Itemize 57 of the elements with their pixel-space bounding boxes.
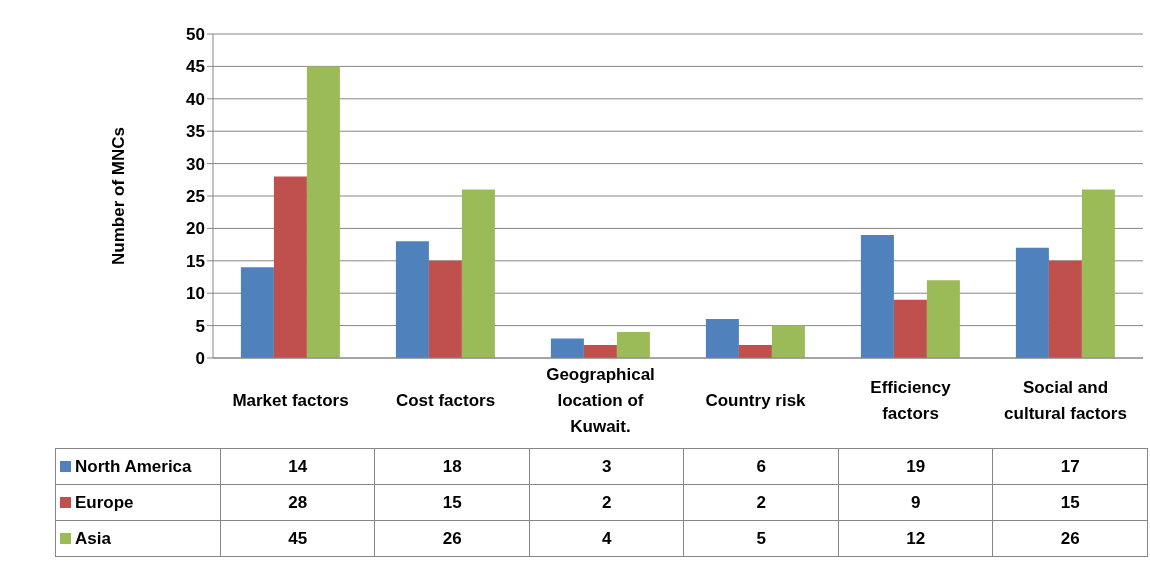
bar xyxy=(550,338,584,358)
bar xyxy=(926,280,960,358)
y-tick-label: 30 xyxy=(186,154,205,174)
bar xyxy=(860,234,894,358)
y-tick-label: 15 xyxy=(186,251,205,271)
legend-label: Asia xyxy=(55,520,221,557)
x-tick-label: Market factors xyxy=(232,391,349,410)
data-label: 26 xyxy=(992,520,1148,557)
x-tick-label: Cost factors xyxy=(395,391,496,410)
bar xyxy=(1015,247,1049,358)
y-tick-label: 5 xyxy=(195,316,205,336)
y-tick-label: 40 xyxy=(186,89,205,109)
bar xyxy=(616,332,650,358)
bar xyxy=(705,319,739,358)
bar xyxy=(893,299,927,358)
bar xyxy=(428,260,462,358)
y-tick-label: 45 xyxy=(186,57,205,77)
data-label: 2 xyxy=(683,484,839,521)
bar xyxy=(1048,260,1082,358)
bar xyxy=(240,267,274,358)
data-label: 26 xyxy=(374,520,530,557)
bar xyxy=(273,176,307,358)
y-tick-label: 0 xyxy=(195,349,205,369)
x-tick-label: Social and cultural factors xyxy=(1004,378,1127,423)
data-label: 5 xyxy=(683,520,839,557)
bar xyxy=(738,345,772,358)
x-tick-label: Efficiency factors xyxy=(870,378,952,423)
bar xyxy=(395,241,429,358)
legend-label: Europe xyxy=(55,484,221,521)
data-label: 28 xyxy=(220,484,375,521)
data-label: 4 xyxy=(529,520,684,557)
x-tick-label: Geographical location of Kuwait. xyxy=(546,365,655,436)
bar xyxy=(306,66,340,358)
data-label: 3 xyxy=(529,448,684,485)
y-tick-label: 10 xyxy=(186,284,205,304)
y-tick-label: 50 xyxy=(186,25,205,45)
data-label: 6 xyxy=(683,448,839,485)
bar xyxy=(583,345,617,358)
bar xyxy=(1081,189,1115,358)
data-label: 19 xyxy=(838,448,993,485)
data-label: 9 xyxy=(838,484,993,521)
y-tick-label: 20 xyxy=(186,219,205,239)
data-label: 15 xyxy=(374,484,530,521)
bar xyxy=(771,325,805,358)
bar xyxy=(461,189,495,358)
data-label: 14 xyxy=(220,448,375,485)
data-label: 17 xyxy=(992,448,1148,485)
y-axis-title: Number of MNCs xyxy=(109,127,129,265)
y-tick-label: 25 xyxy=(186,187,205,207)
legend-label: North America xyxy=(55,448,221,485)
x-tick-label: Country risk xyxy=(705,391,807,410)
data-label: 2 xyxy=(529,484,684,521)
data-label: 12 xyxy=(838,520,993,557)
y-tick-label: 35 xyxy=(186,122,205,142)
data-label: 18 xyxy=(374,448,530,485)
data-label: 15 xyxy=(992,484,1148,521)
data-label: 45 xyxy=(220,520,375,557)
